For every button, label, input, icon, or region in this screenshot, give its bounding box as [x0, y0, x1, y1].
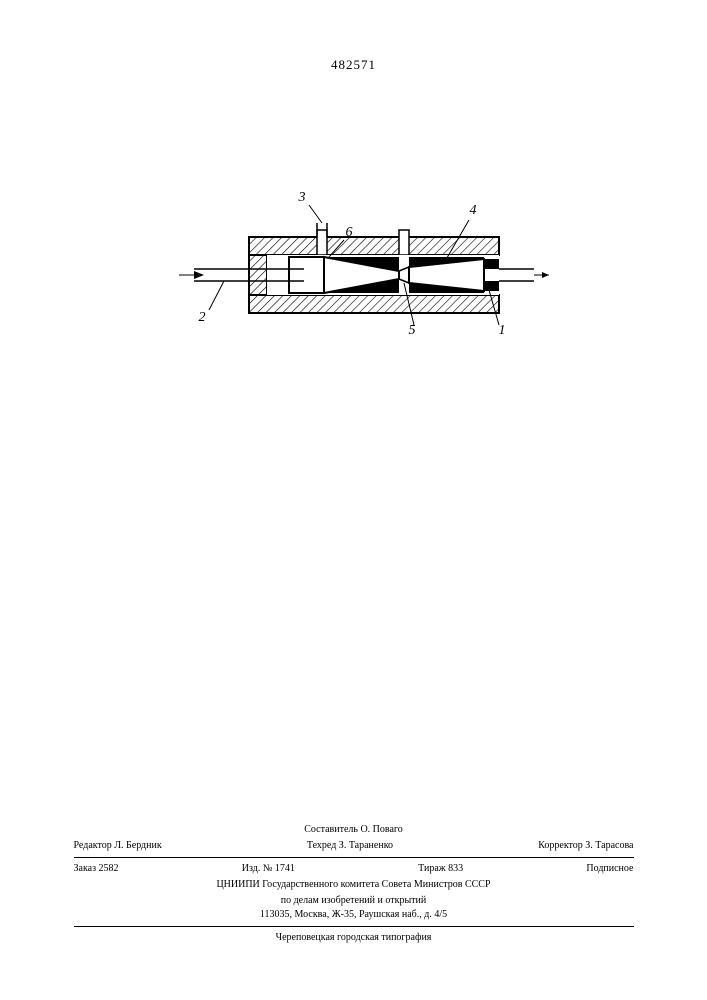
footer-block: Составитель О. Поваго Редактор Л. Бердни…	[74, 823, 634, 945]
tirazh-text: Тираж 833	[418, 862, 463, 876]
technical-diagram: 3 6 4 2 5 1	[154, 195, 554, 355]
org-line1: ЦНИИПИ Государственного комитета Совета …	[74, 878, 634, 892]
sub-text: Подписное	[586, 862, 633, 876]
printer-text: Череповецкая городская типография	[74, 931, 634, 945]
label-1: 1	[499, 323, 506, 339]
divider-2	[74, 926, 634, 927]
document-number: 482571	[331, 57, 376, 73]
address-text: 113035, Москва, Ж-35, Раушская наб., д. …	[74, 908, 634, 922]
editor-text: Редактор Л. Бердник	[74, 839, 162, 853]
techred-text: Техред З. Тараненко	[307, 839, 393, 853]
label-2: 2	[199, 310, 206, 326]
divider-1	[74, 857, 634, 858]
corrector-text: Корректор З. Тарасова	[538, 839, 633, 853]
izd-text: Изд. № 1741	[242, 862, 295, 876]
compiler-text: Составитель О. Поваго	[304, 823, 403, 837]
label-3: 3	[299, 190, 306, 206]
label-5: 5	[409, 323, 416, 339]
diagram-svg	[154, 195, 554, 355]
org-line2: по делам изобретений и открытий	[74, 894, 634, 908]
order-text: Заказ 2582	[74, 862, 119, 876]
label-6: 6	[346, 225, 353, 241]
label-4: 4	[470, 203, 477, 219]
